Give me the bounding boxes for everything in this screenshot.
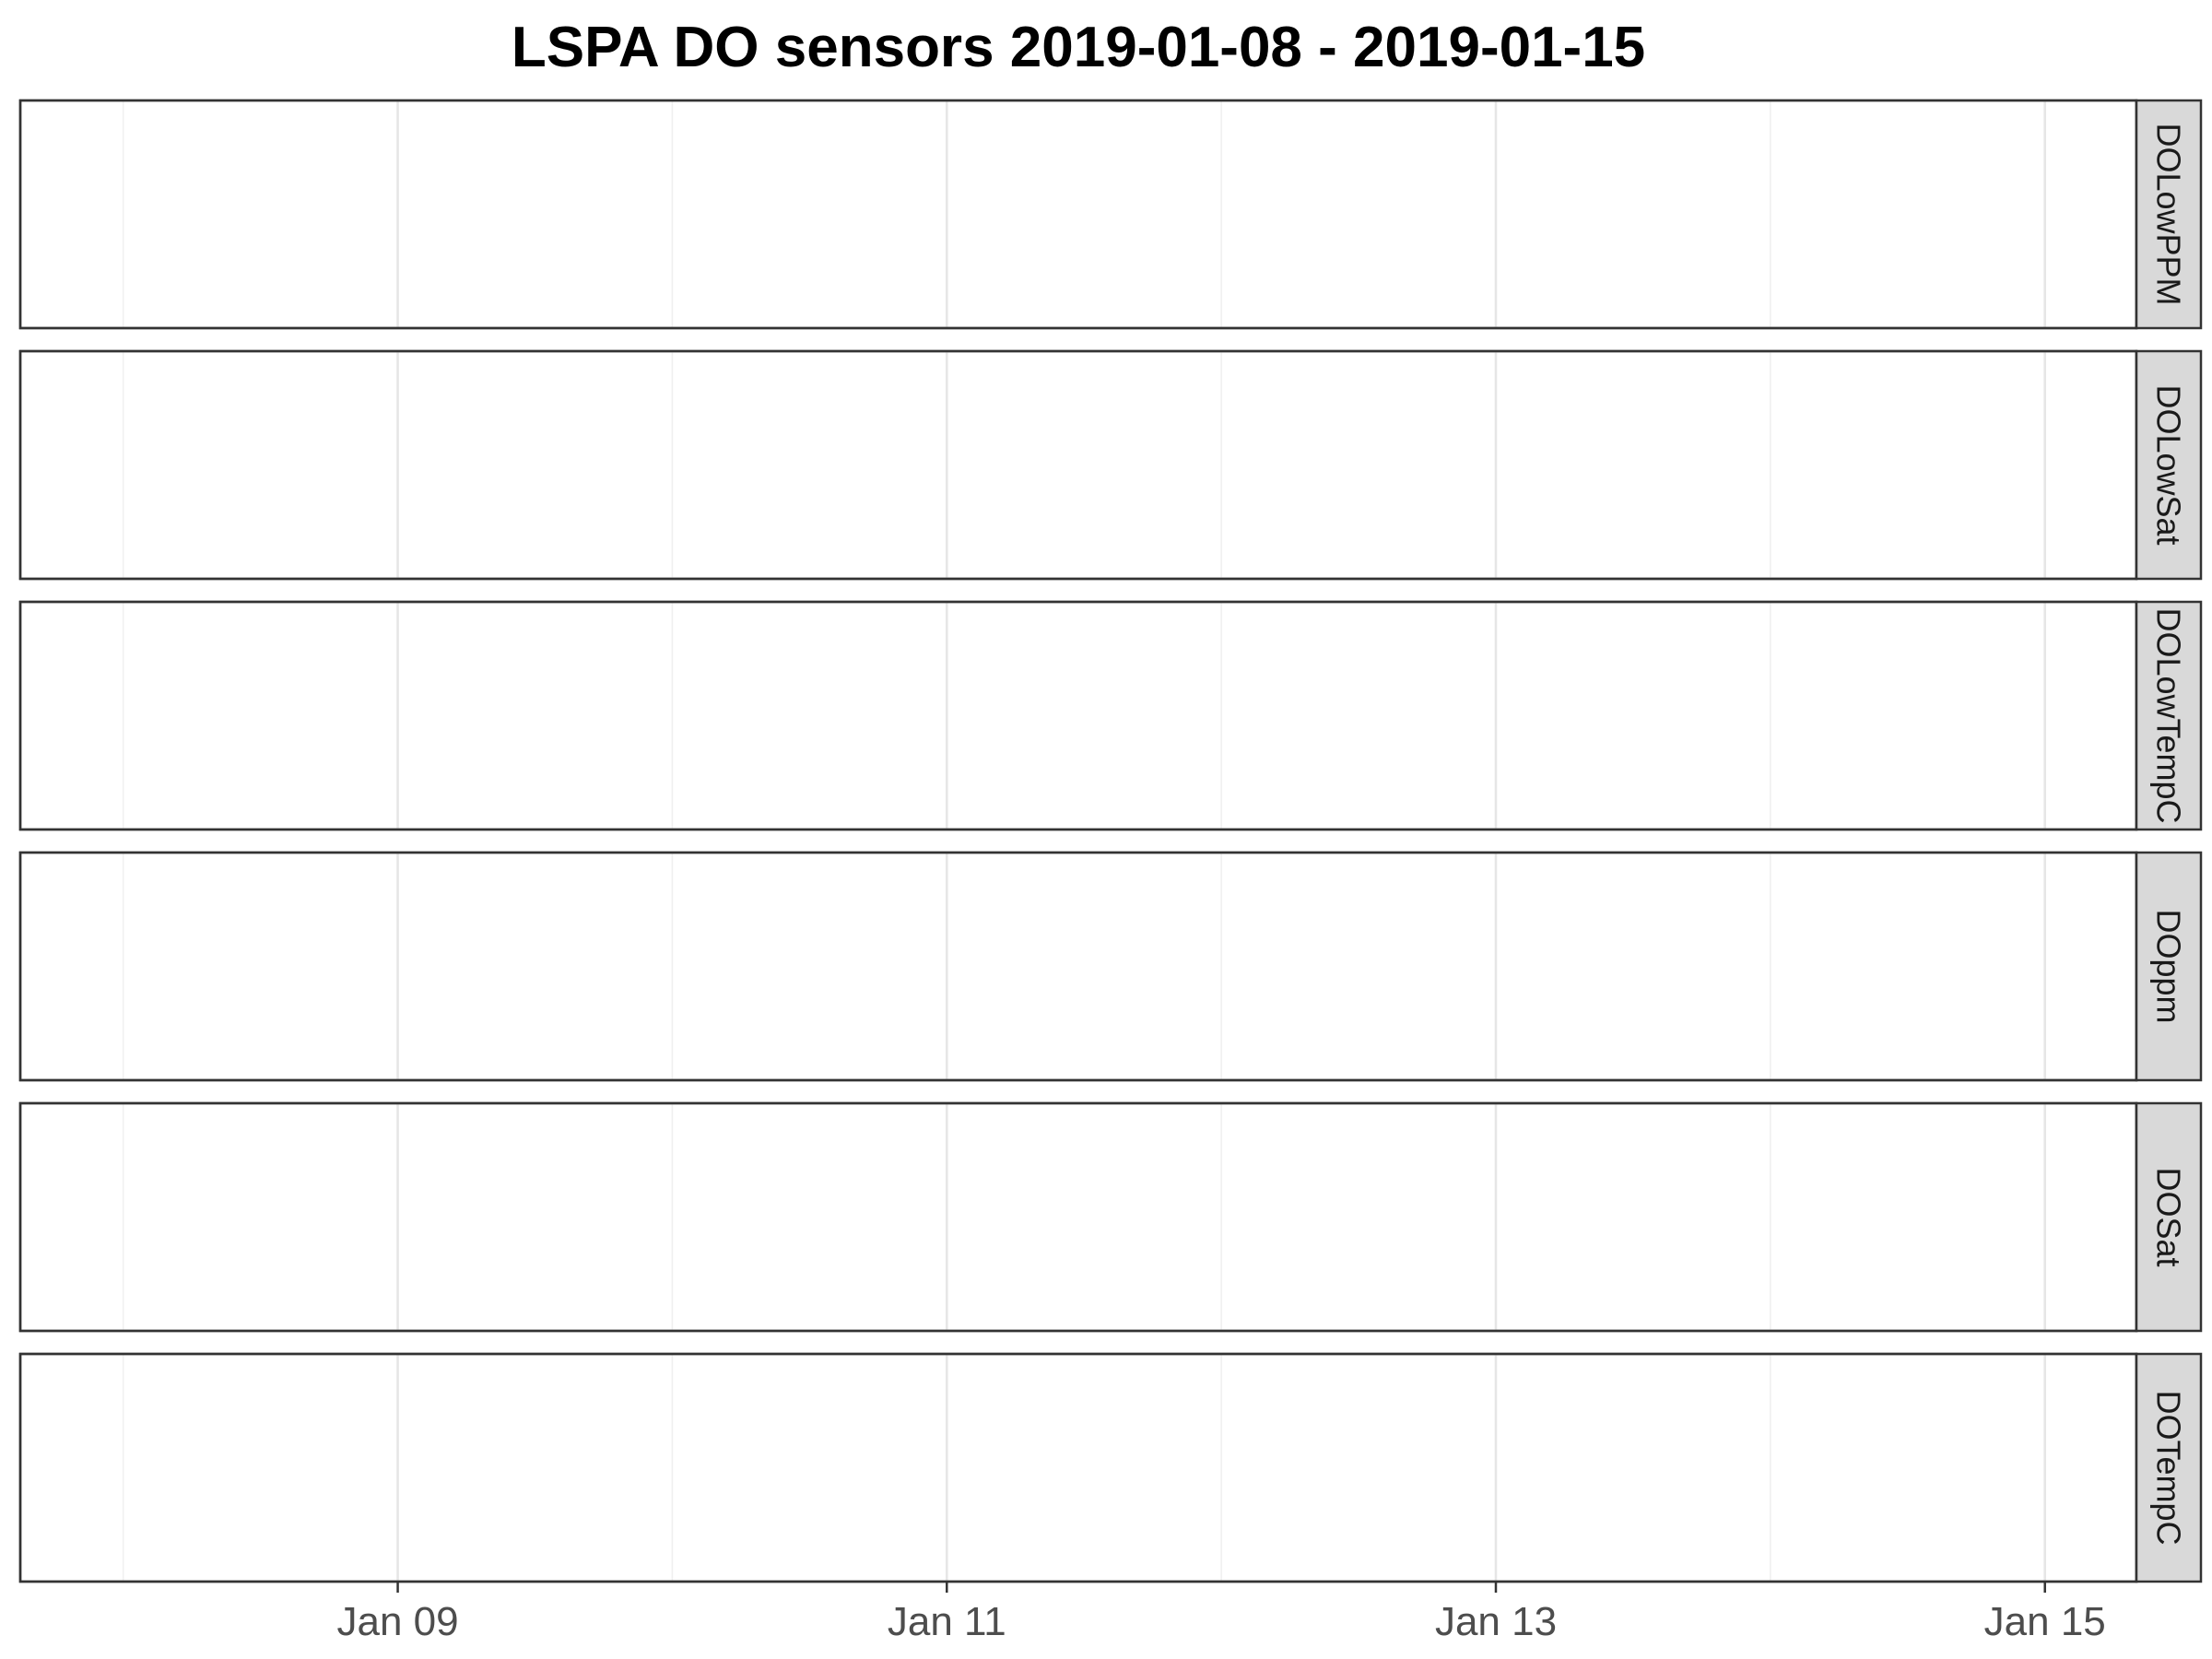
facet-panel: DOLowPPM: [18, 99, 2203, 330]
facet-strip: [2135, 1101, 2203, 1333]
facet-strip: [2135, 1352, 2203, 1583]
panel-background: [18, 1101, 2138, 1333]
x-tick-label: Jan 13: [1435, 1599, 1557, 1644]
facet-panel: DOTempC: [18, 1352, 2203, 1583]
x-tick-label: Jan 11: [888, 1599, 1006, 1644]
panel-background: [18, 600, 2138, 831]
facet-panel: DOLowTempC: [18, 600, 2203, 831]
panel-background: [18, 1352, 2138, 1583]
facet-strip-label: DOLowPPM: [2150, 123, 2188, 305]
x-tick-label: Jan 09: [337, 1599, 459, 1644]
chart-title: LSPA DO sensors 2019-01-08 - 2019-01-15: [511, 16, 1646, 79]
facet-panel: DOLowSat: [18, 349, 2203, 581]
panel-background: [18, 99, 2138, 330]
x-axis: Jan 09 Jan 11 Jan 13 Jan 15: [337, 1582, 2106, 1644]
facet-strip: [2135, 349, 2203, 581]
x-tick-label: Jan 15: [1984, 1599, 2106, 1644]
facet-strip-label: DOLowSat: [2150, 384, 2188, 545]
facet-strip: [2135, 600, 2203, 831]
facet-panels: DOLowPPM DOLowSat DOLowTempC DOppm DOSat DOTe…: [18, 99, 2203, 1583]
facet-strip: [2135, 851, 2203, 1082]
facet-panel: DOSat: [18, 1101, 2203, 1333]
facet-strip-label: DOSat: [2150, 1167, 2188, 1266]
panel-background: [18, 349, 2138, 581]
facet-strip-label: DOTempC: [2150, 1390, 2188, 1545]
facet-strip-label: DOppm: [2150, 909, 2188, 1023]
panel-background: [18, 851, 2138, 1082]
facet-strip: [2135, 99, 2203, 330]
facet-strip-label: DOLowTempC: [2150, 607, 2188, 823]
facet-panel: DOppm: [18, 851, 2203, 1082]
